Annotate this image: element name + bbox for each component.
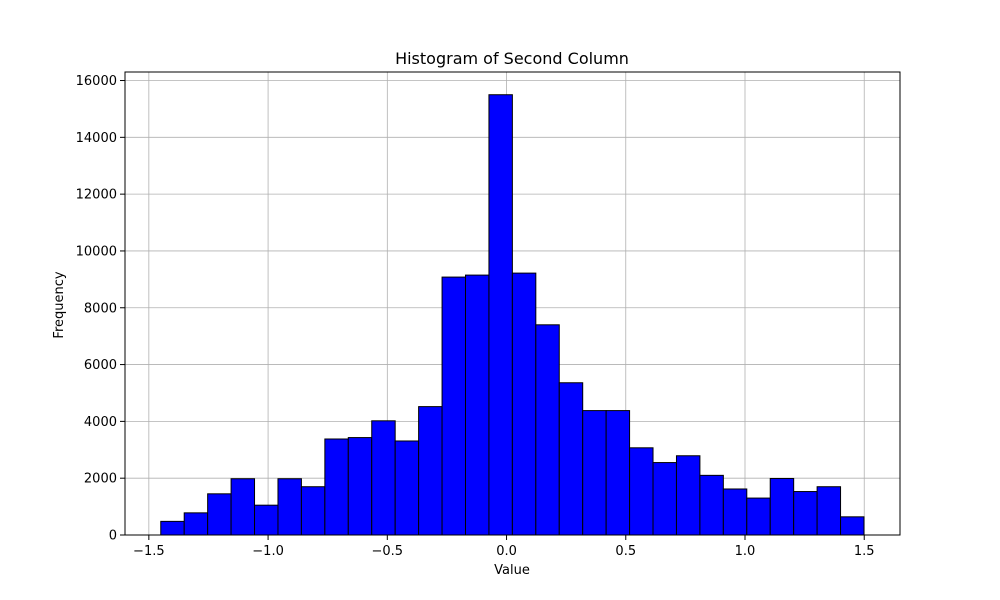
histogram-bar (325, 439, 348, 535)
x-tick-label: 0.5 (615, 544, 636, 559)
histogram-bar (606, 411, 629, 535)
y-tick-label: 6000 (84, 358, 117, 373)
histogram-bar (676, 456, 699, 535)
y-tick-label: 14000 (76, 131, 117, 146)
histogram-bar (442, 277, 465, 535)
histogram-bar (419, 407, 442, 535)
y-tick-label: 0 (109, 529, 117, 544)
chart-title: Histogram of Second Column (395, 49, 629, 68)
histogram-bar (372, 421, 395, 535)
y-tick-label: 10000 (76, 244, 117, 259)
y-axis-label: Frequency (52, 271, 67, 338)
histogram-bar (794, 492, 817, 535)
histogram-bar (465, 275, 488, 535)
histogram-bar (723, 489, 746, 535)
y-tick-label: 8000 (84, 301, 117, 316)
y-tick-label: 2000 (84, 472, 117, 487)
y-tick-label: 16000 (76, 74, 117, 89)
histogram-bar (489, 95, 512, 535)
histogram-bar (255, 505, 278, 535)
histogram-bar (770, 478, 793, 535)
histogram-bar (559, 383, 582, 535)
x-tick-label: −0.5 (372, 544, 404, 559)
histogram-bars (161, 95, 864, 535)
histogram-bar (700, 475, 723, 535)
y-axis-ticks: 0 2000 4000 6000 8000 10000 12000 14000 16000 (76, 74, 125, 543)
x-axis-ticks: −1.5 −1.0 −0.5 0.0 0.5 1.0 1.5 (133, 535, 875, 559)
x-tick-label: −1.5 (133, 544, 165, 559)
histogram-bar (630, 448, 653, 535)
histogram-bar (184, 513, 207, 535)
x-tick-label: −1.0 (252, 544, 284, 559)
histogram-bar (747, 498, 770, 535)
y-tick-label: 4000 (84, 415, 117, 430)
y-tick-label: 12000 (76, 188, 117, 203)
histogram-bar (817, 487, 840, 535)
x-tick-label: 0.0 (496, 544, 517, 559)
histogram-bar (301, 487, 324, 535)
x-tick-label: 1.0 (735, 544, 756, 559)
histogram-bar (278, 479, 301, 535)
histogram-bar (841, 517, 864, 535)
histogram-bar (653, 463, 676, 535)
histogram-bar (512, 273, 535, 535)
x-tick-label: 1.5 (854, 544, 875, 559)
histogram-bar (583, 411, 606, 535)
x-axis-label: Value (494, 563, 530, 578)
histogram-bar (161, 521, 184, 535)
histogram-bar (536, 325, 559, 535)
histogram-bar (231, 479, 254, 535)
histogram-bar (348, 438, 371, 535)
histogram-bar (208, 494, 231, 535)
histogram-bar (395, 441, 418, 535)
